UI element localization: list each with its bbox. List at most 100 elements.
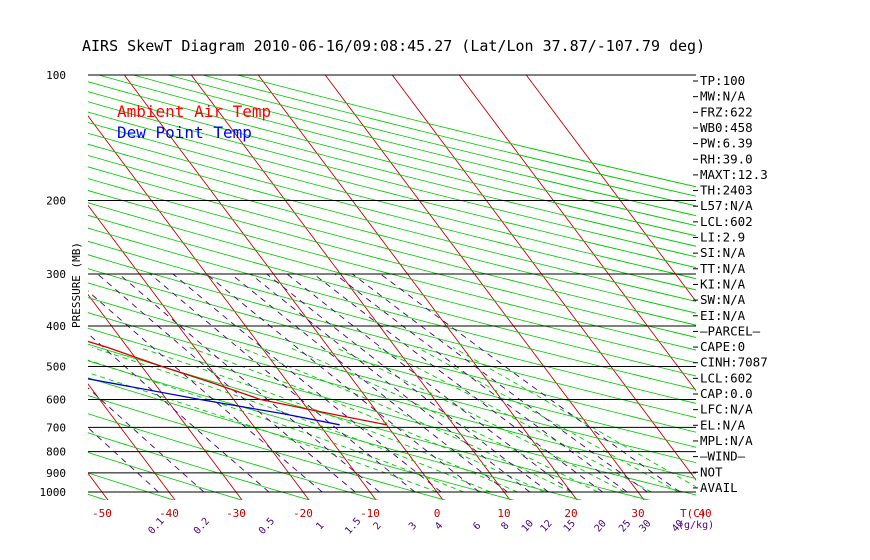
- dry-adiabat-line: [88, 360, 583, 500]
- isotherm-line: [88, 383, 176, 500]
- moist-adiabat-line: [92, 346, 491, 493]
- dry-adiabat-line: [88, 282, 696, 448]
- dry-adiabat-line: [88, 240, 696, 404]
- side-panel-item: SI:N/A: [700, 245, 746, 260]
- mixing-ratio-line: [352, 273, 648, 493]
- side-panel-item: FRZ:622: [700, 104, 753, 119]
- dry-adiabat-line: [88, 297, 696, 464]
- mixing-ratio-line: [380, 273, 681, 493]
- dry-adiabat-line: [88, 91, 696, 247]
- mixing-ratio-tick-label: 3: [407, 520, 419, 532]
- side-panel-item: TH:2403: [700, 183, 753, 198]
- pressure-tick-label: 500: [46, 360, 66, 373]
- mixing-ratio-line: [250, 273, 531, 493]
- pressure-tick-label: 600: [46, 393, 66, 406]
- dry-adiabat-line: [88, 327, 696, 496]
- ambient-air-temp-profile: [88, 340, 387, 426]
- mixing-ratio-tick-label: 8: [499, 520, 511, 532]
- moist-adiabat-line: [88, 359, 464, 493]
- dry-adiabat-line: [88, 214, 696, 377]
- mixing-ratio-line: [88, 290, 323, 493]
- dry-adiabat-line: [88, 132, 696, 291]
- temp-tick-label-bottom: -40: [159, 507, 179, 520]
- y-axis-label: PRESSURE (MB): [70, 242, 83, 328]
- dry-adiabat-line: [131, 75, 696, 217]
- moist-adiabat-line: [416, 347, 679, 493]
- temp-tick-label-bottom: 20: [564, 507, 577, 520]
- moist-adiabat-line: [377, 346, 652, 493]
- side-panel-item: LFC:N/A: [700, 402, 753, 417]
- dry-adiabat-line: [88, 122, 696, 280]
- pressure-tick-label: 100: [46, 69, 66, 82]
- side-panel-item: MPL:N/A: [700, 433, 753, 448]
- mixing-ratio-line: [88, 427, 159, 493]
- mixing-ratio-tick-label: 2: [372, 520, 384, 532]
- dry-adiabat-line: [88, 143, 696, 302]
- isotherm-line: [88, 293, 243, 500]
- mixing-ratio-tick-label: 1: [314, 520, 326, 532]
- dry-adiabat-line: [88, 413, 379, 500]
- temp-axis-unit-label: T(C): [680, 507, 707, 520]
- moist-adiabat-line: [239, 346, 572, 493]
- mixing-ratio-tick-label: 6: [471, 520, 483, 532]
- mixing-ratio-line: [149, 273, 416, 493]
- profile-lines: [88, 340, 387, 426]
- dry-adiabat-line: [88, 190, 696, 351]
- dry-adiabat-line: [88, 166, 696, 326]
- mixing-ratio-line: [88, 387, 205, 493]
- mixing-ratio-tick-label: 4: [433, 520, 445, 532]
- dry-adiabat-line: [88, 154, 696, 314]
- dry-adiabat-line: [97, 75, 696, 227]
- mixing-ratio-line: [266, 273, 549, 493]
- isotherm-line: [525, 75, 696, 303]
- chart-title: AIRS SkewT Diagram 2010-06-16/09:08:45.2…: [82, 37, 705, 55]
- temp-tick-label-bottom: 10: [497, 507, 510, 520]
- side-panel-item: MW:N/A: [700, 89, 746, 104]
- dry-adiabat-line: [201, 75, 696, 197]
- temp-tick-label-bottom: -50: [92, 507, 112, 520]
- pressure-tick-label: 300: [46, 268, 66, 281]
- side-panel-item: CAPE:0: [700, 339, 745, 354]
- side-panel-item: SW:N/A: [700, 292, 746, 307]
- temp-tick-label-bottom: -30: [226, 507, 246, 520]
- isotherm-line: [391, 75, 696, 481]
- side-panel-item: TT:N/A: [700, 261, 746, 276]
- mixing-ratio-line: [286, 273, 573, 493]
- isotherm-line: [458, 75, 696, 392]
- pressure-tick-label: 900: [46, 467, 66, 480]
- side-panel-item: LI:2.9: [700, 230, 745, 245]
- dew-point-temp-profile: [88, 378, 340, 426]
- dry-adiabat-line: [166, 75, 696, 207]
- moist-adiabat-line: [452, 347, 696, 488]
- side-panel-item: RH:39.0: [700, 151, 753, 166]
- mixing-ratio-line: [97, 273, 356, 493]
- side-panel-item: LCL:602: [700, 370, 753, 385]
- pressure-tick-label: 400: [46, 320, 66, 333]
- dry-adiabat-line: [88, 111, 696, 269]
- mixing-ratio-line: [172, 273, 442, 493]
- moist-adiabat-line: [88, 372, 438, 493]
- pressure-tick-label: 800: [46, 446, 66, 459]
- side-panel-item: TP:100: [700, 73, 745, 88]
- dry-adiabat-line: [88, 377, 515, 500]
- mixing-ratio-line: [334, 273, 628, 493]
- mixing-ratio-line: [206, 273, 480, 493]
- side-panel-item: MAXT:12.3: [700, 167, 768, 182]
- dry-adiabat-line: [88, 268, 696, 433]
- temp-tick-label-bottom: -10: [360, 507, 380, 520]
- side-panel-item: EL:N/A: [700, 417, 746, 432]
- dry-adiabat-line: [88, 202, 696, 364]
- mixing-ratio-line: [230, 273, 508, 493]
- side-panel-item: —PARCEL—: [700, 323, 761, 338]
- pressure-tick-label: 700: [46, 421, 66, 434]
- side-panel-item: AVAIL: [700, 480, 738, 495]
- mixing-ratio-unit-label: (g/kg): [678, 520, 714, 531]
- grid-lines: [88, 75, 696, 500]
- moist-adiabat-line: [289, 346, 599, 493]
- dry-adiabat-line: [88, 178, 696, 338]
- isotherm-line: [257, 75, 578, 500]
- side-panel-item: KI:N/A: [700, 276, 746, 291]
- dry-adiabat-line: [88, 343, 651, 500]
